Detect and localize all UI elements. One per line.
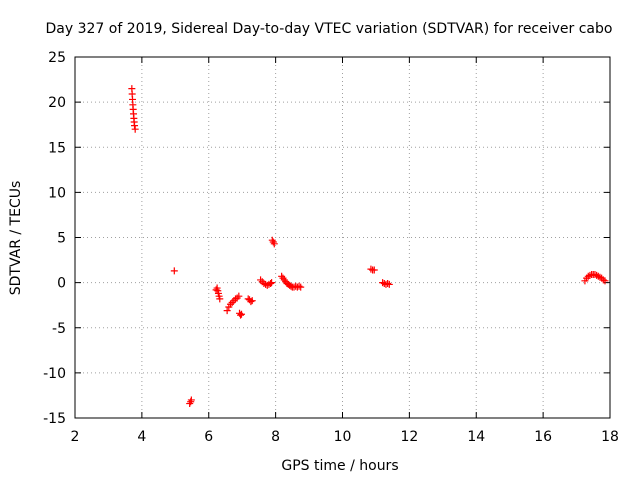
- data-point: [599, 276, 607, 284]
- data-point: [267, 280, 275, 288]
- data-point: [379, 279, 387, 287]
- chart-title: Day 327 of 2019, Sidereal Day-to-day VTE…: [46, 21, 613, 37]
- x-tick-label: 6: [204, 429, 213, 445]
- data-point: [268, 279, 276, 287]
- y-tick-label: 0: [57, 276, 66, 292]
- data-point: [248, 297, 256, 305]
- y-axis-label: SDTVAR / TECUs: [8, 181, 24, 296]
- data-markers: [128, 85, 609, 408]
- y-tick-label: -10: [43, 366, 66, 382]
- data-point: [223, 307, 231, 315]
- x-tick-label: 8: [271, 429, 280, 445]
- data-point: [187, 398, 195, 406]
- data-point: [584, 272, 592, 280]
- data-point: [260, 280, 268, 288]
- data-point: [228, 298, 236, 306]
- data-point: [385, 280, 393, 288]
- data-point: [247, 298, 255, 306]
- y-tick-label: 15: [48, 140, 66, 156]
- y-tick-label: 25: [48, 50, 66, 66]
- axis-ticks: 2 4 6 8 10 12 14 16 18 -15 -10 -5 0 5 10 15 20 25: [43, 50, 619, 445]
- data-point: [238, 310, 246, 318]
- data-point: [269, 238, 277, 246]
- x-tick-label: 14: [467, 429, 485, 445]
- data-point: [270, 240, 278, 248]
- y-tick-label: -5: [52, 321, 66, 337]
- y-tick-label: 10: [48, 185, 66, 201]
- x-tick-label: 12: [400, 429, 418, 445]
- data-point: [594, 272, 602, 280]
- x-tick-label: 18: [601, 429, 619, 445]
- data-point: [295, 282, 303, 290]
- y-tick-label: 20: [48, 95, 66, 111]
- data-point: [370, 266, 378, 274]
- x-tick-label: 2: [71, 429, 80, 445]
- data-point: [170, 267, 178, 275]
- x-tick-label: 10: [334, 429, 352, 445]
- data-point: [367, 265, 375, 273]
- grid-lines: [75, 57, 610, 418]
- data-point: [601, 277, 609, 285]
- data-point: [384, 280, 392, 288]
- data-point: [586, 271, 594, 279]
- y-tick-label: -15: [43, 411, 66, 427]
- data-point: [235, 292, 243, 300]
- x-axis-label: GPS time / hours: [281, 458, 398, 474]
- data-point: [131, 122, 139, 130]
- data-point: [297, 283, 305, 291]
- data-point: [186, 400, 194, 408]
- data-point: [216, 295, 224, 303]
- data-point: [237, 311, 245, 319]
- data-point: [187, 396, 195, 404]
- y-tick-label: 5: [57, 231, 66, 247]
- x-tick-label: 4: [137, 429, 146, 445]
- x-tick-label: 16: [534, 429, 552, 445]
- data-point: [131, 125, 139, 133]
